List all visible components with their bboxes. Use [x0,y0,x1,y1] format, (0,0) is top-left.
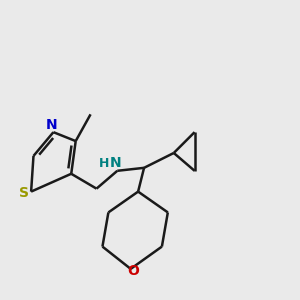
Text: N: N [46,118,58,132]
Text: H: H [99,157,109,170]
Text: N: N [110,156,122,170]
Text: O: O [127,264,139,278]
Text: S: S [19,186,29,200]
